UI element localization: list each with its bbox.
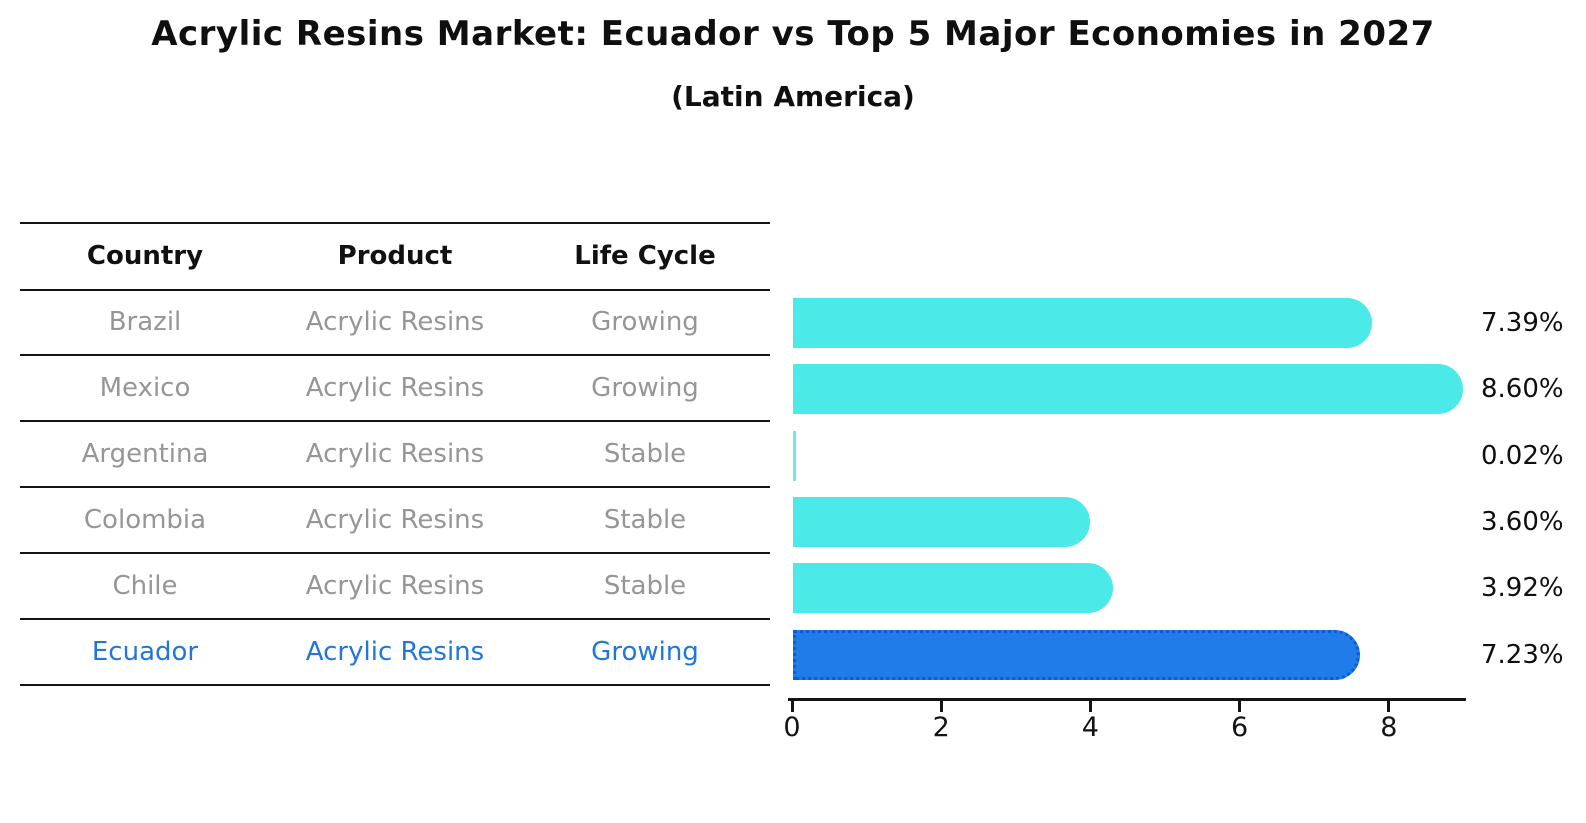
chart-title: Acrylic Resins Market: Ecuador vs Top 5 …	[151, 14, 1435, 54]
table-row: Colombia Acrylic Resins Stable	[20, 488, 770, 555]
bar	[793, 364, 1463, 415]
bar-value-label: 0.02%	[1481, 440, 1564, 471]
table-row: Mexico Acrylic Resins Growing	[20, 356, 770, 423]
country-table: Country Product Life Cycle Brazil Acryli…	[20, 222, 770, 686]
cell-country: Ecuador	[91, 636, 199, 667]
bar	[793, 629, 1361, 680]
cell-life-cycle: Growing	[591, 373, 699, 404]
x-tick	[1238, 701, 1242, 712]
x-tick	[939, 701, 943, 712]
bar	[793, 496, 1090, 547]
x-tick	[790, 701, 794, 712]
bar	[793, 298, 1373, 348]
x-tick	[1387, 701, 1391, 712]
cell-life-cycle: Stable	[603, 439, 687, 470]
bar-value-label: 3.60%	[1481, 506, 1564, 537]
cell-country: Argentina	[81, 439, 209, 470]
cell-life-cycle: Stable	[603, 571, 687, 601]
table-row: Ecuador Acrylic Resins Growing	[20, 620, 770, 686]
x-tick-label: 8	[1380, 712, 1398, 743]
cell-country: Colombia	[83, 505, 207, 536]
table-row: Brazil Acrylic Resins Growing	[20, 291, 770, 357]
chart-subtitle: (Latin America)	[671, 80, 915, 113]
bar-value-label: 8.60%	[1481, 374, 1564, 405]
x-tick-label: 4	[1081, 712, 1099, 743]
cell-country: Brazil	[108, 307, 182, 338]
col-header-life-cycle: Life Cycle	[574, 241, 716, 272]
cell-product: Acrylic Resins	[305, 505, 485, 536]
cell-country: Mexico	[99, 373, 191, 404]
cell-life-cycle: Stable	[603, 505, 687, 536]
cell-life-cycle: Growing	[591, 307, 699, 338]
cell-product: Acrylic Resins	[305, 636, 485, 667]
x-axis-line	[788, 698, 1466, 701]
table-header-row: Country Product Life Cycle	[20, 224, 770, 291]
cell-product: Acrylic Resins	[305, 307, 485, 338]
cell-product: Acrylic Resins	[305, 439, 485, 470]
cell-life-cycle: Growing	[591, 636, 699, 667]
x-tick-label: 2	[932, 712, 950, 743]
bar-value-label: 7.23%	[1481, 639, 1564, 670]
x-tick-label: 0	[783, 712, 801, 743]
col-header-country: Country	[86, 241, 204, 272]
x-tick-label: 6	[1231, 712, 1249, 743]
col-header-product: Product	[337, 241, 453, 272]
x-tick	[1088, 701, 1092, 712]
cell-product: Acrylic Resins	[305, 571, 485, 601]
bar-value-label: 3.92%	[1481, 573, 1564, 604]
table-row: Argentina Acrylic Resins Stable	[20, 422, 770, 489]
bar	[793, 563, 1114, 614]
bar	[793, 430, 797, 481]
table-row: Chile Acrylic Resins Stable	[20, 554, 770, 620]
cell-product: Acrylic Resins	[305, 373, 485, 404]
bar-value-label: 7.39%	[1481, 308, 1564, 338]
cell-country: Chile	[112, 571, 178, 601]
